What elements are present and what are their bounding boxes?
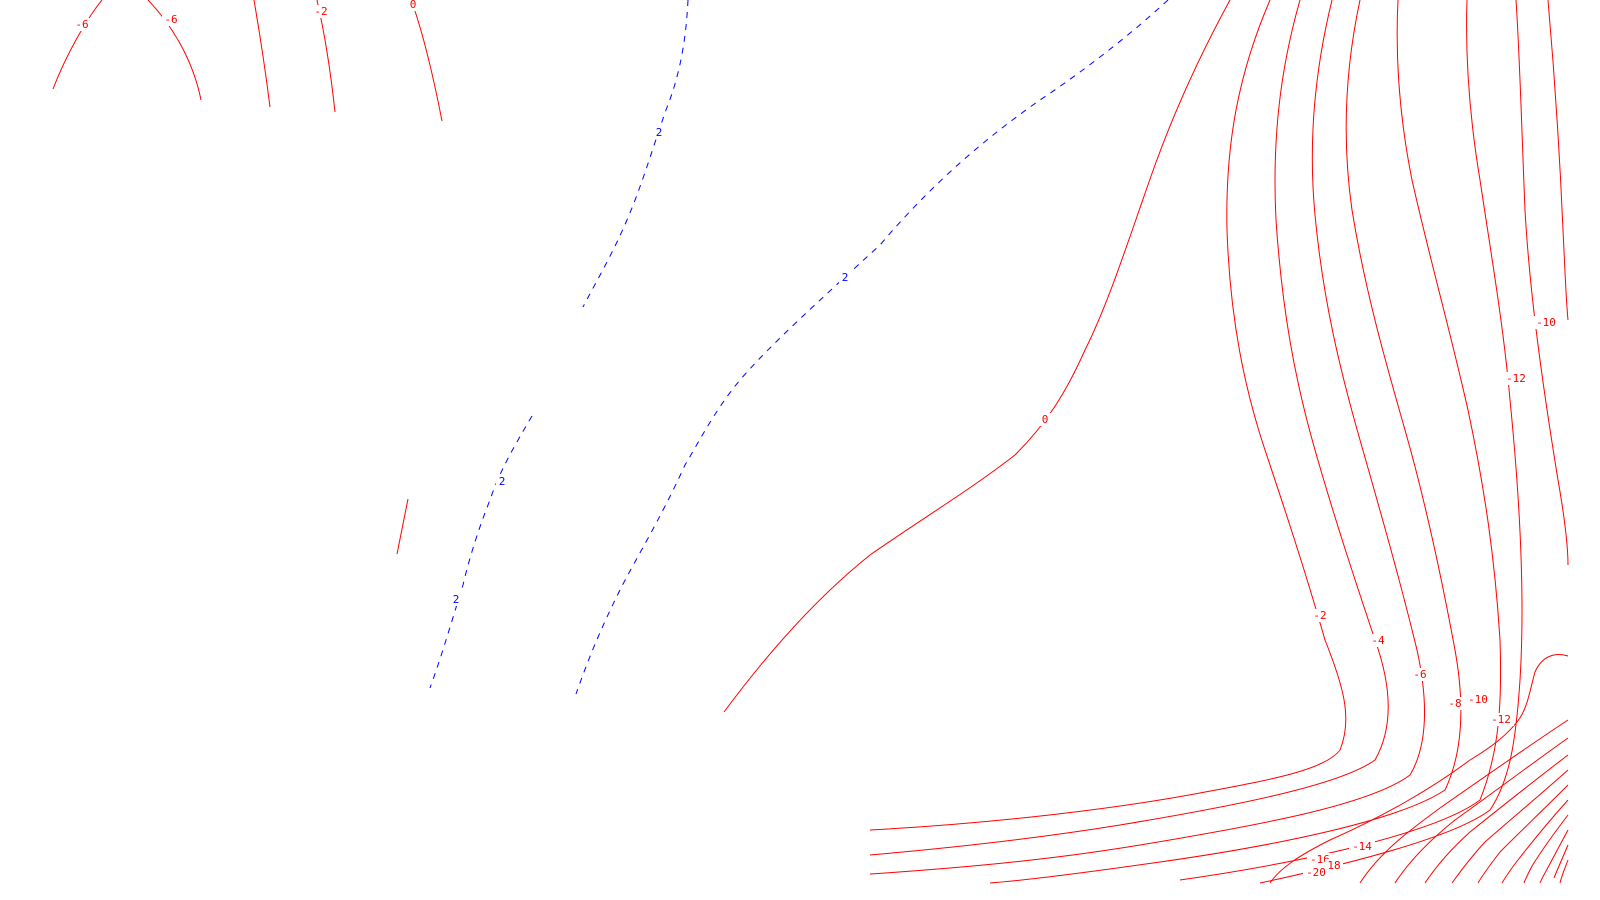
label-m10-right: -10 (1536, 316, 1556, 329)
contour-group-bottom-right (1269, 654, 1569, 884)
contour-line-zero-main (723, 0, 1231, 713)
contour-line-bottom-2 (1394, 737, 1569, 884)
contour-line-zero-segment (396, 498, 409, 555)
contour-line-bottom-6 (1501, 799, 1569, 884)
label-m6-lower: -6 (1413, 668, 1426, 681)
contour-group-right (869, 0, 1569, 884)
contour-group-positive (429, 0, 1169, 695)
contour-line-m10 (1179, 0, 1502, 881)
contour-line-m2-a (253, 0, 271, 108)
label-m8-lower: -8 (1448, 697, 1461, 710)
label-m14-bottom: -14 (1352, 840, 1372, 853)
contour-line-bottom-3 (1424, 754, 1569, 884)
contour-line-p2-left (429, 415, 533, 689)
label-m20-bottom: -20 (1306, 866, 1326, 879)
label-m4-lower: -4 (1371, 634, 1385, 647)
label-m12-right: -12 (1506, 372, 1526, 385)
contour-line-bottom-5 (1477, 784, 1569, 884)
label-blue-upper: 2 (656, 126, 663, 139)
label-blue-low-a: 2 (499, 475, 506, 488)
contour-line-p2-long (575, 0, 1169, 695)
contour-group-top-left (52, 0, 443, 555)
contour-line-bottom-8 (1539, 829, 1569, 884)
contour-line-m12 (1259, 0, 1523, 884)
contour-line-m10-right (1515, 0, 1569, 566)
label-m12-lower: -12 (1491, 713, 1511, 726)
label-top-left-d: 0 (410, 0, 417, 11)
contour-line-m4 (869, 0, 1389, 856)
label-top-left-a: -6 (75, 18, 88, 31)
contour-line-m8 (989, 0, 1462, 884)
contour-line-m2 (869, 0, 1347, 831)
label-blue-low-b: 2 (453, 593, 460, 606)
label-top-left-b: -6 (164, 13, 177, 26)
contour-line-m6 (869, 0, 1426, 875)
label-m18-bottom: 18 (1327, 859, 1340, 872)
contour-line-zero-a (412, 4, 443, 122)
contour-line-p2-upper (582, 0, 689, 308)
label-top-left-c: -2 (314, 5, 327, 18)
contour-line-bottom-4 (1451, 769, 1569, 884)
contour-line-bottom-10 (1559, 859, 1569, 884)
contour-line-bottom-loop (1269, 654, 1569, 884)
label-m16-bottom: -16 (1310, 853, 1330, 866)
label-m10-lower: -10 (1468, 693, 1488, 706)
contour-line-bottom-1 (1359, 719, 1569, 884)
contour-line-bottom-9 (1553, 844, 1569, 879)
label-zero-main: 0 (1042, 413, 1049, 426)
label-m2-lower: -2 (1313, 609, 1326, 622)
label-blue-mid: 2 (842, 271, 849, 284)
contour-line-m6-arc (52, 0, 202, 101)
contour-labels: -6 -6 -2 0 2 2 2 2 0 -10 -12 -2 -4 -6 -8… (73, 0, 1559, 879)
contour-line-m12-right-edge (1547, 0, 1569, 321)
contour-line-bottom-7 (1523, 814, 1569, 884)
